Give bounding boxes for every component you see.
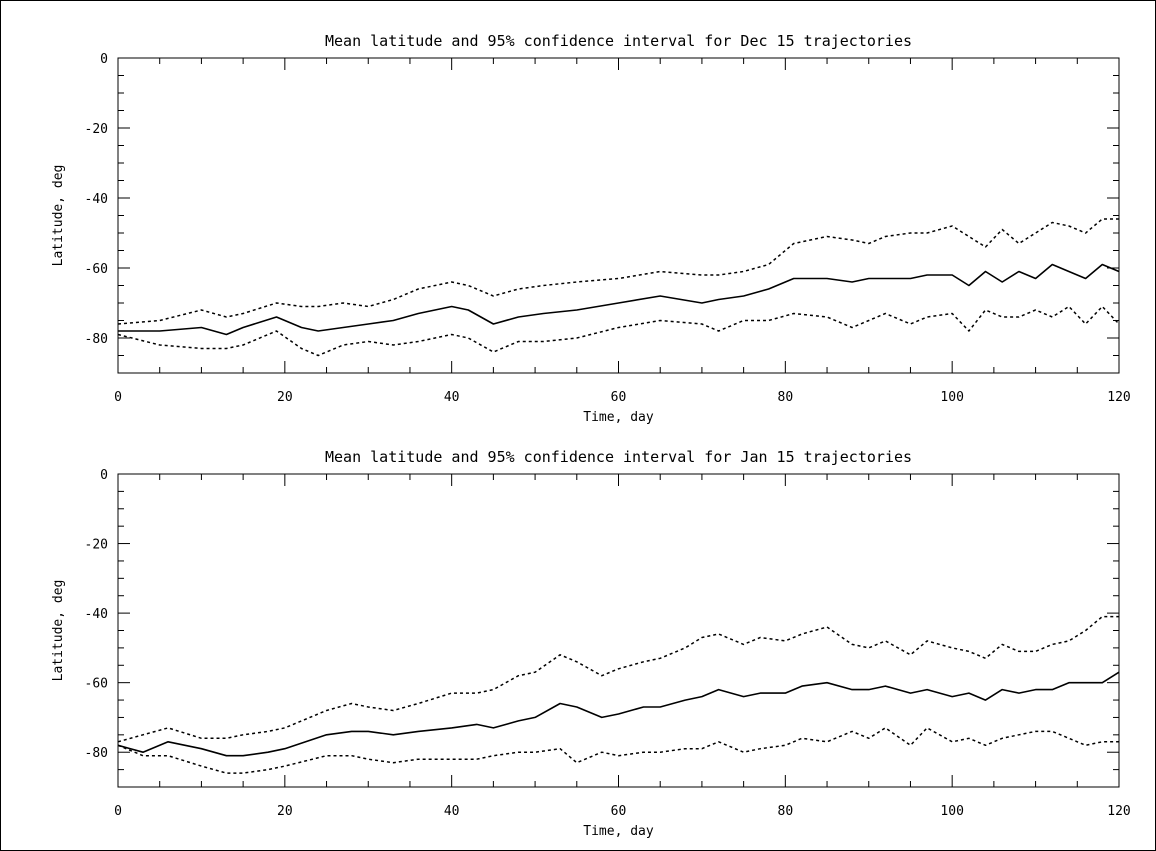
chart1-x-tick-label: 120 xyxy=(1107,390,1130,405)
chart2-x-tick-label: 100 xyxy=(940,804,963,819)
chart2-title: Mean latitude and 95% confidence interva… xyxy=(325,448,912,466)
chart2-upper-bound-line xyxy=(117,615,1119,743)
chart1-x-axis-label: Time, day xyxy=(583,410,654,425)
chart1-x-tick-label: 40 xyxy=(444,390,460,405)
chart2-x-tick-label: 40 xyxy=(444,804,460,819)
chart1-y-axis-label: Latitude, deg xyxy=(51,165,66,267)
chart1-title: Mean latitude and 95% confidence interva… xyxy=(325,32,912,50)
chart1-x-tick-label: 20 xyxy=(277,390,293,405)
chart1-y-tick-label: -40 xyxy=(85,192,108,207)
chart1-upper-bound-line xyxy=(117,218,1119,325)
chart1-x-tick-label: 100 xyxy=(940,390,963,405)
chart2-x-tick-label: 60 xyxy=(611,804,627,819)
chart1-x-tick-label: 0 xyxy=(114,390,122,405)
chart2-y-axis-label: Latitude, deg xyxy=(51,580,66,682)
chart2-y-tick-label: -60 xyxy=(85,677,108,692)
chart2-x-axis-label: Time, day xyxy=(583,824,654,839)
chart1-lower-bound-line xyxy=(117,305,1120,357)
chart2-plot-frame xyxy=(117,473,1120,788)
chart1-mean-line xyxy=(118,263,1120,336)
chart2-mean-line xyxy=(117,671,1120,757)
chart2-y-tick-label: -20 xyxy=(85,538,108,553)
chart1-x-tick-label: 80 xyxy=(778,390,794,405)
chart1-x-tick-label: 60 xyxy=(611,390,627,405)
chart1-y-tick-label: -80 xyxy=(85,332,108,347)
chart2-lower-bound-line xyxy=(117,727,1119,774)
chart2-y-tick-label: -80 xyxy=(85,746,108,761)
chart1-y-tick-label: -60 xyxy=(85,262,108,277)
chart1-y-tick-label: 0 xyxy=(100,52,108,67)
chart1-y-tick-label: -20 xyxy=(85,122,108,137)
chart2-x-tick-label: 0 xyxy=(114,804,122,819)
chart2-x-tick-label: 80 xyxy=(778,804,794,819)
chart2-y-tick-label: -40 xyxy=(85,607,108,622)
chart1-plot-frame xyxy=(117,57,1120,374)
chart2-y-tick-label: 0 xyxy=(100,468,108,483)
chart2-x-tick-label: 120 xyxy=(1107,804,1130,819)
chart2-x-tick-label: 20 xyxy=(277,804,293,819)
